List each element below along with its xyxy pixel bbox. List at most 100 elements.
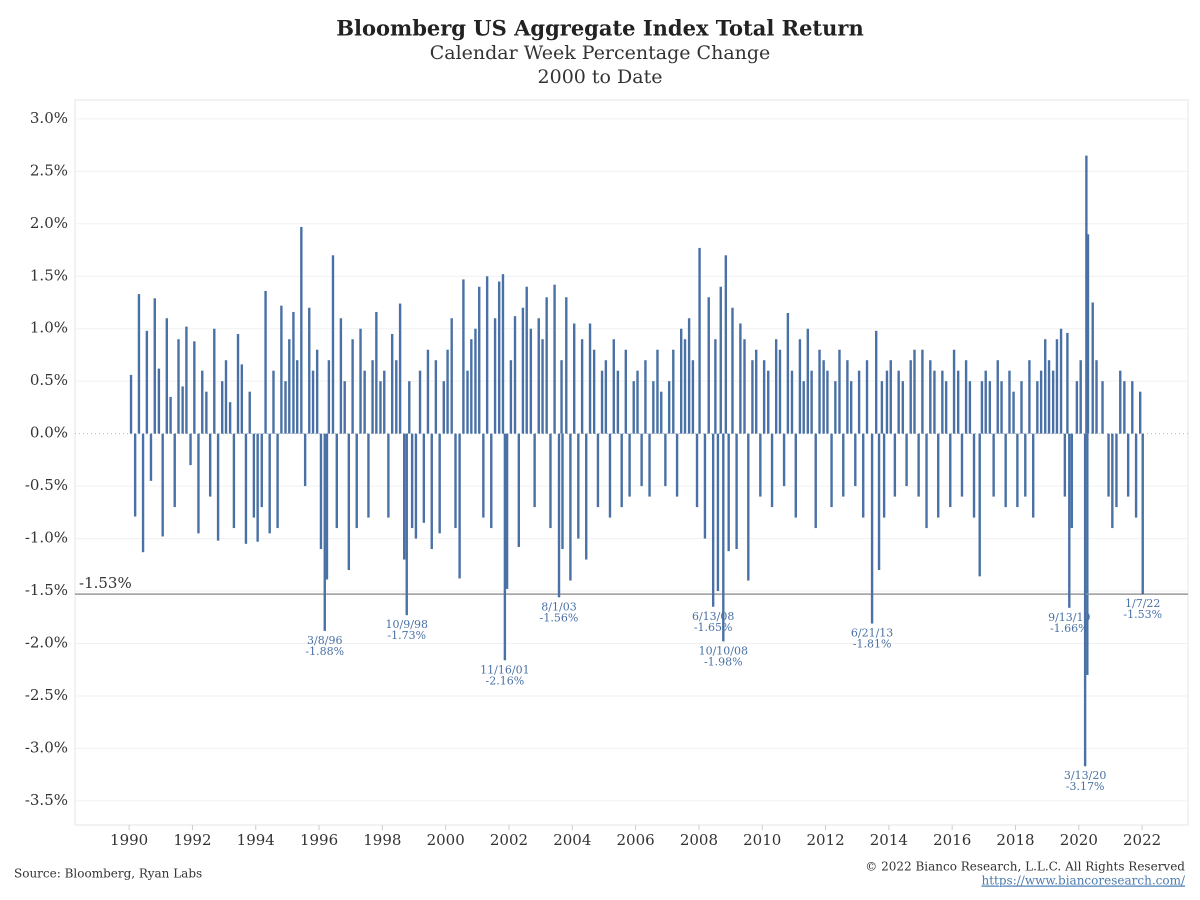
annotation-value: -1.53%: [1123, 608, 1162, 621]
x-tick-label: 2010: [743, 831, 781, 849]
bar: [687, 318, 691, 434]
bar: [588, 323, 592, 434]
bar: [921, 349, 924, 434]
bar: [972, 433, 976, 518]
bar: [181, 386, 184, 434]
bar: [462, 279, 465, 434]
bar: [272, 370, 275, 434]
bar: [770, 433, 774, 508]
annotation-value: -1.81%: [853, 638, 892, 651]
annotation-date: 8/1/03: [541, 600, 576, 613]
annotation-value: -1.73%: [387, 629, 426, 642]
bar: [925, 433, 928, 529]
bar: [724, 255, 728, 434]
bar: [660, 391, 663, 434]
bar: [735, 433, 738, 550]
bar: [941, 370, 944, 434]
bar: [838, 349, 841, 434]
bar: [854, 433, 857, 487]
bar: [173, 433, 176, 508]
bar: [137, 294, 141, 434]
bar: [1032, 433, 1035, 518]
bar: [561, 433, 564, 550]
bar: [169, 396, 172, 434]
bar: [228, 402, 232, 434]
bar: [573, 323, 576, 434]
bar: [308, 307, 311, 434]
bar: [129, 374, 133, 434]
bar: [731, 307, 734, 434]
bar: [782, 433, 786, 487]
annotated-bar: [1141, 433, 1144, 595]
y-tick-label: 1.5%: [30, 266, 68, 284]
bar: [1051, 370, 1055, 434]
annotation-value: -3.17%: [1066, 780, 1105, 793]
bar: [1086, 234, 1090, 434]
x-tick-label: 2006: [617, 831, 655, 849]
bar: [403, 433, 406, 560]
bar: [193, 341, 196, 434]
bar: [865, 360, 869, 434]
bar: [577, 433, 580, 539]
bar: [208, 433, 212, 497]
bar: [244, 433, 248, 544]
bar: [153, 298, 156, 434]
bar: [430, 433, 433, 550]
bar: [383, 370, 386, 434]
bar: [1101, 381, 1104, 434]
bar: [893, 433, 897, 497]
bar: [1111, 433, 1114, 529]
bar: [679, 328, 683, 434]
bar: [363, 370, 366, 434]
annotation-date: 11/16/01: [480, 663, 529, 676]
x-tick-label: 2004: [553, 831, 591, 849]
bar: [545, 297, 548, 434]
bar: [846, 360, 849, 434]
bar: [549, 433, 552, 529]
bar: [351, 339, 354, 434]
bar: [232, 433, 236, 529]
bar: [248, 391, 251, 434]
annotated-bar: [1083, 433, 1087, 767]
x-tick-label: 1990: [110, 831, 148, 849]
bar: [493, 318, 497, 434]
bar: [1047, 360, 1051, 434]
bar: [276, 433, 279, 529]
bar: [201, 370, 204, 434]
bar: [390, 333, 394, 434]
annotation-date: 9/13/19: [1048, 611, 1090, 624]
annotation-value: -1.66%: [1050, 622, 1089, 635]
annotation-value: -2.16%: [486, 674, 525, 687]
bar: [466, 370, 469, 434]
bar: [786, 312, 790, 434]
bar: [818, 349, 821, 434]
bar: [327, 360, 331, 434]
link[interactable]: https://www.biancoresearch.com/: [981, 874, 1185, 888]
bar: [1059, 328, 1063, 434]
y-tick-label: 2.0%: [30, 214, 68, 232]
reference-label: -1.53%: [79, 574, 132, 592]
bar: [762, 360, 766, 434]
x-tick-label: 1992: [173, 831, 211, 849]
bar: [952, 349, 956, 434]
source-note: Source: Bloomberg, Ryan Labs: [14, 867, 202, 881]
bar: [596, 433, 600, 508]
x-tick-label: 2016: [933, 831, 971, 849]
bar: [1123, 381, 1126, 434]
bar: [968, 381, 972, 434]
bar: [325, 433, 329, 580]
bar: [1008, 370, 1011, 434]
bar: [889, 360, 892, 434]
bar: [798, 339, 802, 434]
bar: [830, 433, 833, 508]
bar: [1039, 370, 1043, 434]
x-tick-label: 1996: [300, 831, 338, 849]
bar: [220, 381, 224, 434]
bar: [1139, 391, 1142, 434]
bar: [802, 381, 805, 434]
bar: [905, 433, 908, 487]
bar: [664, 433, 667, 487]
annotation-value: -1.56%: [540, 611, 579, 624]
bar: [949, 433, 952, 508]
annotation-date: 10/10/08: [699, 644, 748, 657]
